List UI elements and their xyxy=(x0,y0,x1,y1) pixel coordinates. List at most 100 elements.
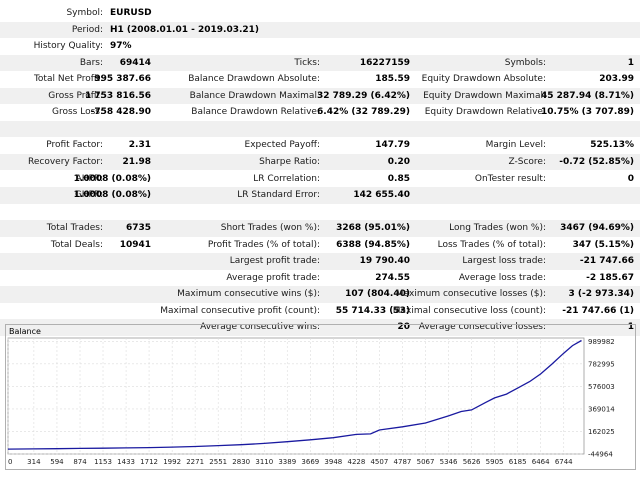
row-shade xyxy=(0,21,640,39)
row-shade xyxy=(0,120,640,138)
stat-value: 19 790.40 xyxy=(359,256,410,267)
stat-label: Loss Trades (% of total): xyxy=(437,239,546,250)
stat-value: 10941 xyxy=(119,239,151,250)
stat-label: Largest loss trade: xyxy=(462,256,546,267)
x-tick-label: 3110 xyxy=(255,458,273,466)
stat-value: 0.85 xyxy=(387,173,410,184)
stat-label: GHPR: xyxy=(74,190,103,201)
stat-label: Balance Drawdown Absolute: xyxy=(188,74,320,85)
y-tick-label: 162025 xyxy=(588,428,615,436)
stat-label: Maximal consecutive loss (count): xyxy=(392,305,546,316)
stat-value: 45 287.94 (8.71%) xyxy=(541,90,634,101)
stat-value: 1 xyxy=(627,322,634,333)
x-tick-label: 2830 xyxy=(232,458,250,466)
x-tick-label: 5626 xyxy=(463,458,481,466)
stat-label: Average profit trade: xyxy=(226,272,320,283)
x-tick-label: 3389 xyxy=(278,458,296,466)
chart-title: Balance xyxy=(9,327,41,336)
stat-label: Sharpe Ratio: xyxy=(259,156,320,167)
stat-value: 107 (804.40) xyxy=(345,289,410,300)
stat-value: -2 185.67 xyxy=(586,272,634,283)
stat-value: 3268 (95.01%) xyxy=(336,223,410,234)
stat-label: AHPR: xyxy=(75,173,103,184)
header-label: History Quality: xyxy=(33,41,103,52)
stat-value: 10.75% (3 707.89) xyxy=(541,107,634,118)
x-tick-label: 6185 xyxy=(509,458,527,466)
stat-value: 32 789.29 (6.42%) xyxy=(317,90,410,101)
y-tick-label: 369014 xyxy=(588,405,615,413)
stat-value: -758 428.90 xyxy=(90,107,151,118)
x-tick-label: 6744 xyxy=(555,458,573,466)
stat-value: 525.13% xyxy=(590,140,634,151)
stat-label: Gross Loss: xyxy=(52,107,103,118)
x-tick-label: 5346 xyxy=(440,458,458,466)
x-tick-label: 3948 xyxy=(324,458,342,466)
x-tick-label: 874 xyxy=(73,458,87,466)
stat-label: Maximum consecutive losses ($): xyxy=(395,289,546,300)
stat-value: 20 xyxy=(397,322,410,333)
stat-value: -21 747.66 xyxy=(579,256,634,267)
stat-label: LR Standard Error: xyxy=(237,190,320,201)
stat-value: 21.98 xyxy=(122,156,151,167)
row-shade xyxy=(0,319,640,336)
stat-value: 142 655.40 xyxy=(353,190,410,201)
stat-value: 1.0008 (0.08%) xyxy=(73,173,151,184)
stat-value: 0 xyxy=(627,173,634,184)
x-tick-label: 0 xyxy=(8,458,12,466)
stat-value: 3467 (94.69%) xyxy=(560,223,634,234)
x-tick-label: 1992 xyxy=(163,458,181,466)
stat-value: 147.79 xyxy=(375,140,410,151)
x-tick-label: 4228 xyxy=(347,458,365,466)
stat-value: 185.59 xyxy=(375,74,410,85)
stat-label: Bars: xyxy=(79,57,103,68)
stat-value: 16227159 xyxy=(359,57,410,68)
stat-label: Balance Drawdown Maximal: xyxy=(189,90,320,101)
stat-label: Total Trades: xyxy=(46,223,103,234)
stat-value: 347 (5.15%) xyxy=(572,239,634,250)
x-tick-label: 5067 xyxy=(417,458,435,466)
stat-value: 995 387.66 xyxy=(94,74,151,85)
x-tick-label: 6464 xyxy=(532,458,550,466)
stat-label: Equity Drawdown Relative: xyxy=(424,107,546,118)
balance-chart xyxy=(5,324,636,470)
stat-label: Maximum consecutive wins ($): xyxy=(177,289,320,300)
stat-value: 2.31 xyxy=(128,140,151,151)
row-shade xyxy=(0,220,640,237)
x-tick-label: 4787 xyxy=(394,458,412,466)
row-shade xyxy=(0,87,640,105)
stat-label: Largest profit trade: xyxy=(229,256,320,267)
stat-value: 1 xyxy=(627,57,634,68)
stat-value: -21 747.66 (1) xyxy=(562,305,634,316)
y-tick-label: 989982 xyxy=(588,338,615,346)
stat-value: 69414 xyxy=(119,57,151,68)
x-tick-label: 1433 xyxy=(117,458,135,466)
stat-label: Short Trades (won %): xyxy=(220,223,320,234)
row-shade xyxy=(0,54,640,72)
row-shade xyxy=(0,286,640,303)
stat-label: Total Deals: xyxy=(50,239,103,250)
stat-label: Margin Level: xyxy=(485,140,546,151)
plot-area xyxy=(7,337,585,455)
stat-value: 203.99 xyxy=(599,74,634,85)
stat-label: Total Net Profit: xyxy=(33,74,103,85)
stat-label: Balance Drawdown Relative: xyxy=(191,107,320,118)
stat-label: Z-Score: xyxy=(508,156,547,167)
stat-label: Profit Trades (% of total): xyxy=(207,239,320,250)
y-tick-label: 576003 xyxy=(588,383,615,391)
stat-value: 0.20 xyxy=(387,156,410,167)
header-value: H1 (2008.01.01 - 2019.03.21) xyxy=(110,24,260,35)
stat-label: Ticks: xyxy=(294,57,320,68)
x-tick-label: 3669 xyxy=(301,458,319,466)
stat-value: 6388 (94.85%) xyxy=(336,239,410,250)
stat-value: 6.42% (32 789.29) xyxy=(317,107,410,118)
x-tick-label: 5905 xyxy=(486,458,504,466)
stat-value: 1.0008 (0.08%) xyxy=(73,190,151,201)
stat-value: 1 753 816.56 xyxy=(84,90,151,101)
balance-line xyxy=(7,339,582,450)
stat-label: Average consecutive losses: xyxy=(418,322,546,333)
x-tick-label: 314 xyxy=(27,458,41,466)
stat-value: 3 (-2 973.34) xyxy=(568,289,634,300)
stat-label: Average loss trade: xyxy=(458,272,546,283)
x-tick-label: 4507 xyxy=(370,458,388,466)
stat-label: LR Correlation: xyxy=(253,173,320,184)
